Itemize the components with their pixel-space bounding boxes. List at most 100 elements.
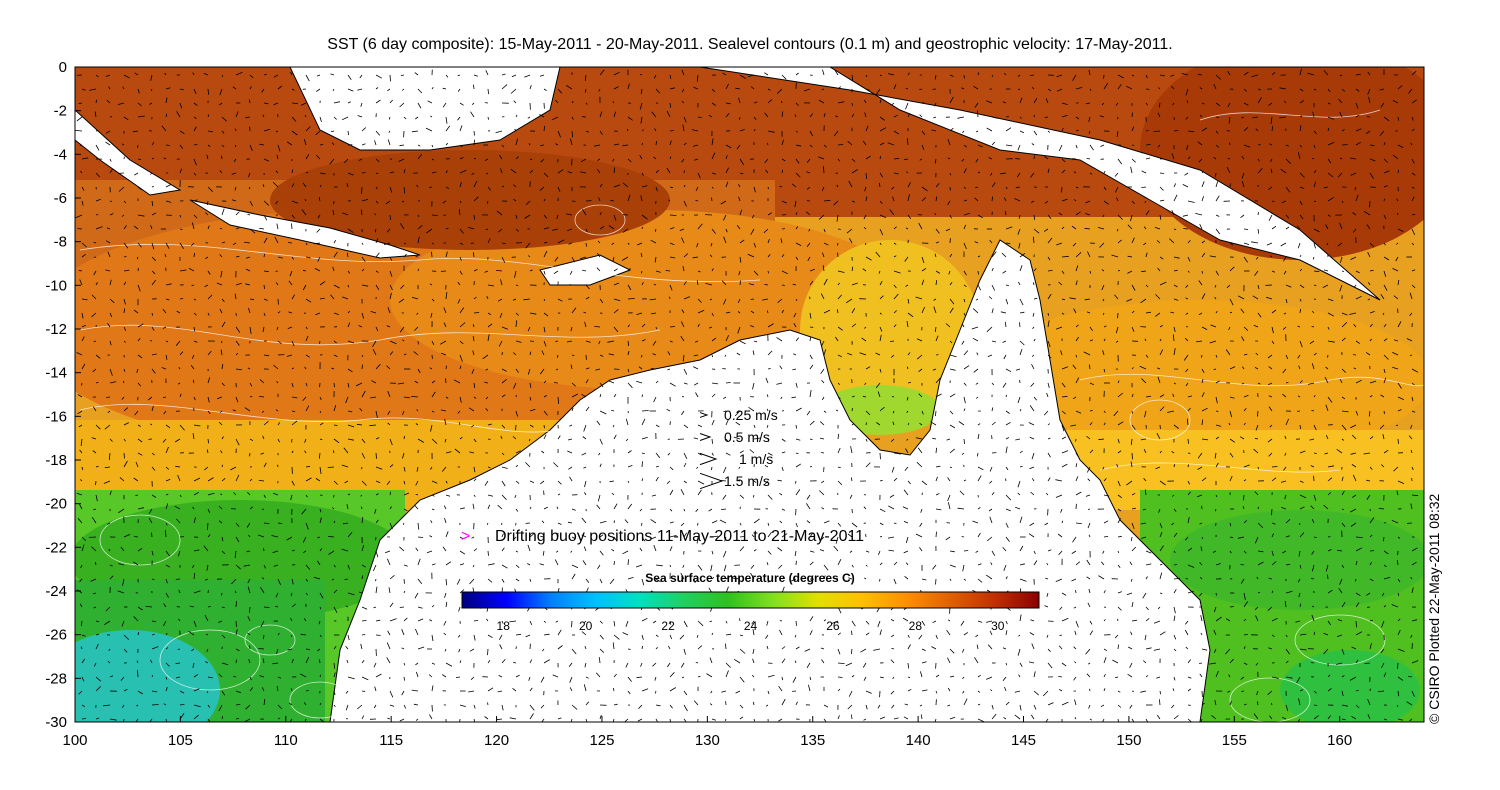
velocity-arrow — [973, 368, 979, 373]
velocity-arrow — [1285, 144, 1289, 147]
velocity-arrow — [793, 353, 797, 356]
velocity-arrow — [429, 283, 433, 286]
velocity-arrow — [1268, 577, 1273, 580]
velocity-arrow — [291, 450, 294, 454]
velocity-arrow — [599, 354, 604, 357]
velocity-arrow — [963, 242, 967, 250]
velocity-arrow — [680, 321, 685, 328]
velocity-arrow — [1269, 143, 1273, 146]
velocity-arrow — [987, 354, 993, 357]
velocity-arrow — [809, 113, 814, 118]
velocity-arrow — [1254, 606, 1259, 610]
velocity-arrow — [682, 354, 685, 362]
velocity-arrow — [795, 646, 800, 650]
velocity-arrow — [304, 366, 307, 370]
velocity-arrow — [1336, 662, 1343, 665]
velocity-arrow — [1201, 536, 1204, 540]
velocity-arrow — [207, 312, 210, 316]
velocity-arrow — [851, 714, 853, 720]
velocity-arrow — [1131, 619, 1137, 622]
velocity-arrow — [473, 84, 475, 90]
velocity-arrow — [892, 196, 895, 202]
velocity-arrow — [973, 85, 979, 90]
velocity-arrow — [599, 183, 603, 188]
velocity-arrow — [179, 298, 184, 300]
velocity-arrow — [78, 102, 83, 105]
velocity-arrow — [1086, 673, 1091, 678]
velocity-arrow — [977, 532, 981, 538]
velocity-arrow — [431, 410, 435, 413]
velocity-arrow — [341, 464, 349, 468]
velocity-arrow — [1117, 392, 1124, 398]
velocity-arrow — [445, 292, 448, 300]
velocity-arrow — [627, 559, 629, 566]
velocity-arrow — [879, 676, 884, 679]
velocity-arrow — [1285, 298, 1288, 304]
velocity-arrow — [402, 88, 405, 91]
velocity-arrow — [837, 354, 842, 358]
velocity-arrow — [1341, 312, 1348, 316]
velocity-arrow — [697, 309, 705, 314]
velocity-arrow — [333, 239, 337, 244]
velocity-arrow — [1031, 364, 1035, 370]
velocity-arrow — [330, 294, 335, 300]
velocity-arrow — [823, 166, 825, 174]
velocity-arrow — [235, 72, 243, 76]
velocity-arrow — [262, 326, 265, 333]
velocity-arrow — [193, 517, 196, 524]
velocity-arrow — [388, 130, 391, 133]
velocity-arrow — [459, 307, 465, 314]
velocity-arrow — [1411, 186, 1415, 189]
velocity-arrow — [501, 620, 504, 624]
velocity-arrow — [935, 508, 942, 511]
velocity-arrow — [991, 340, 997, 343]
velocity-arrow — [1369, 338, 1373, 342]
velocity-arrow — [1085, 648, 1091, 655]
velocity-arrow — [123, 200, 127, 204]
velocity-arrow — [165, 97, 168, 104]
velocity-arrow — [1397, 409, 1402, 412]
velocity-arrow — [445, 451, 452, 454]
velocity-arrow — [317, 560, 321, 566]
velocity-arrow — [501, 547, 505, 552]
velocity-arrow — [1253, 448, 1259, 454]
velocity-arrow — [865, 410, 871, 416]
velocity-arrow — [613, 71, 620, 76]
velocity-arrow — [692, 144, 699, 147]
velocity-arrow — [305, 154, 310, 160]
velocity-arrow — [903, 550, 909, 554]
velocity-arrow — [557, 493, 561, 496]
velocity-arrow — [513, 382, 517, 389]
velocity-arrow — [599, 620, 603, 624]
velocity-arrow — [1355, 547, 1363, 552]
velocity-arrow — [597, 158, 601, 162]
velocity-arrow — [1378, 507, 1385, 510]
velocity-arrow — [1299, 340, 1303, 348]
velocity-arrow — [599, 550, 604, 556]
velocity-arrow — [1341, 200, 1344, 203]
velocity-arrow — [234, 186, 237, 191]
velocity-arrow — [207, 377, 211, 384]
velocity-arrow — [249, 506, 254, 510]
velocity-arrow — [459, 270, 463, 275]
velocity-arrow — [1073, 308, 1077, 314]
velocity-arrow — [151, 675, 154, 678]
velocity-arrow — [988, 157, 993, 160]
velocity-arrow — [597, 564, 601, 570]
velocity-arrow — [1185, 116, 1189, 120]
velocity-arrow — [123, 648, 128, 653]
velocity-arrow — [652, 620, 657, 624]
velocity-arrow — [1087, 251, 1091, 258]
velocity-arrow — [1018, 634, 1021, 637]
velocity-arrow — [568, 242, 573, 245]
velocity-arrow — [1129, 662, 1133, 668]
velocity-arrow — [767, 368, 771, 370]
velocity-arrow — [1088, 69, 1091, 76]
velocity-arrow — [300, 633, 307, 636]
velocity-arrow — [1268, 452, 1273, 457]
velocity-arrow — [751, 534, 755, 538]
velocity-arrow — [1103, 170, 1106, 174]
velocity-arrow — [249, 396, 253, 398]
velocity-arrow — [781, 698, 786, 706]
velocity-arrow — [1201, 102, 1205, 105]
